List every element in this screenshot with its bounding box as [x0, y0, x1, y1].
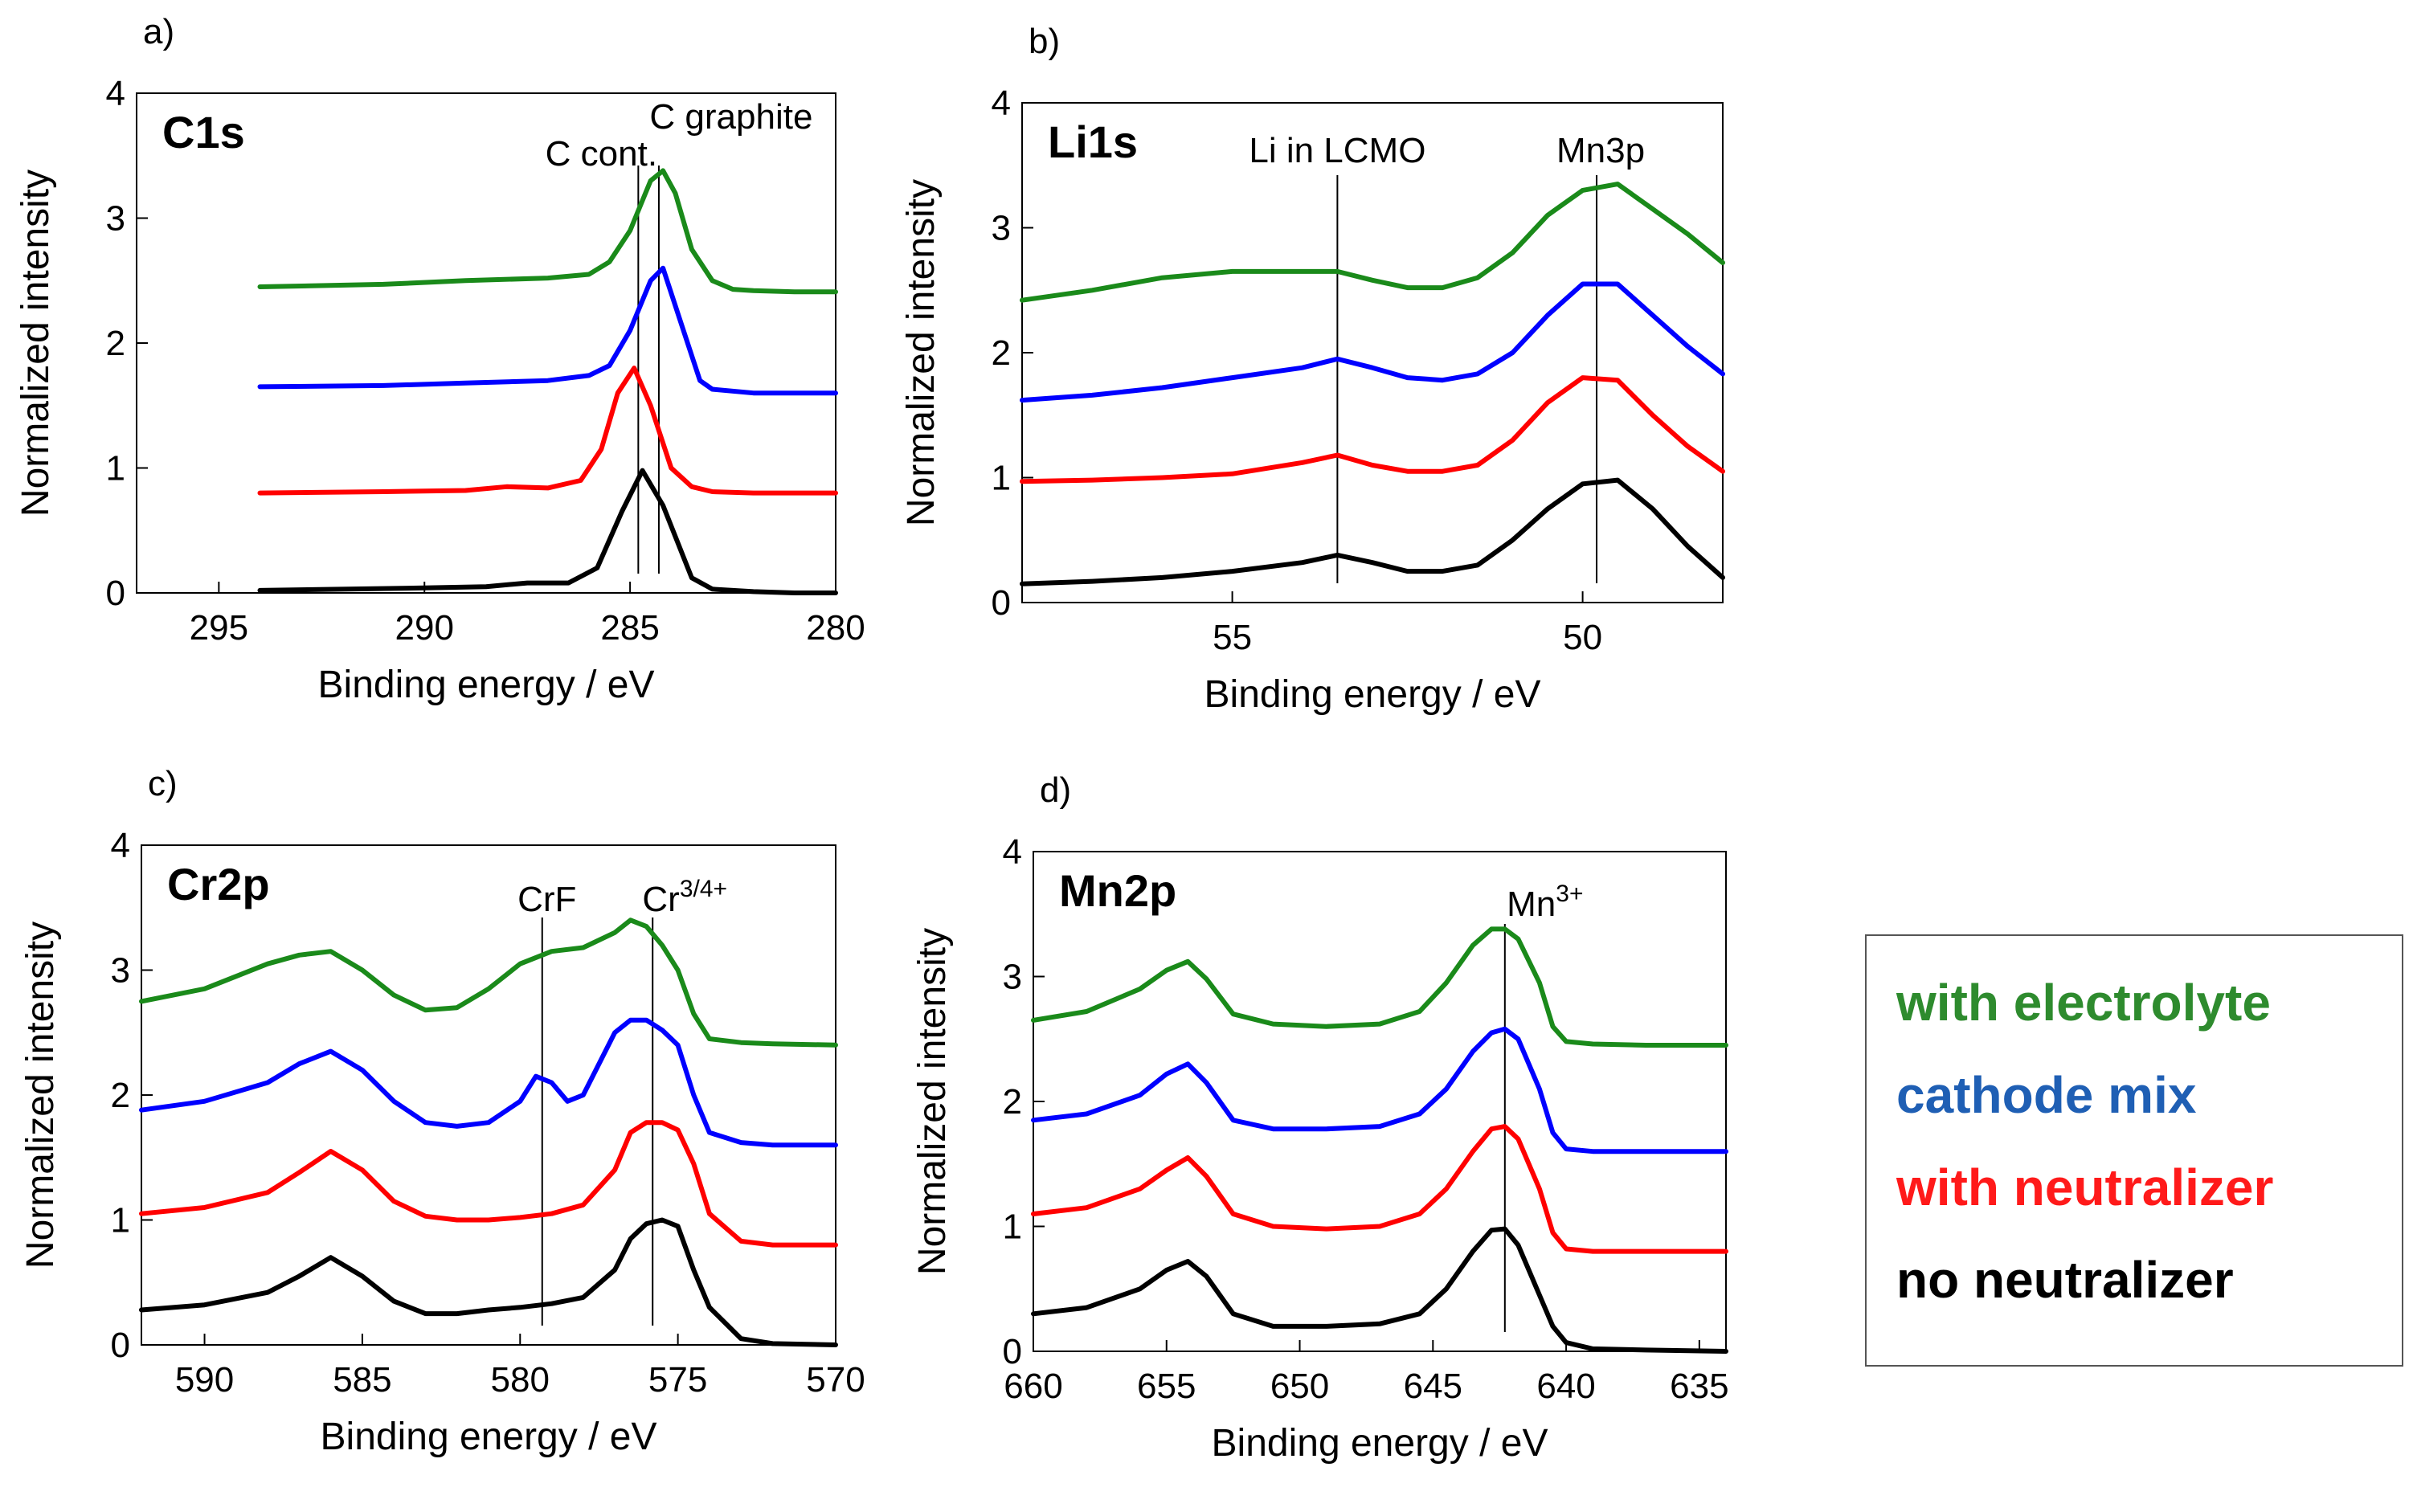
x-tick-label: 575 — [648, 1360, 707, 1400]
series-line-cathode-mix — [257, 265, 838, 396]
plot-frame — [136, 92, 836, 594]
series-line-cathode-mix — [139, 1017, 838, 1148]
x-tick-label: 580 — [491, 1360, 550, 1400]
x-tick-label: 285 — [600, 608, 659, 648]
y-tick-label: 1 — [1003, 1208, 1022, 1247]
y-tick-label: 4 — [106, 74, 125, 113]
y-tick-label: 1 — [111, 1201, 130, 1240]
series-line-no-neutralizer — [139, 1217, 838, 1347]
x-axis-label: Binding energy / eV — [1204, 673, 1541, 716]
panel-letter: b) — [1029, 22, 1060, 61]
series-line-with-neutralizer — [257, 366, 838, 496]
y-tick-label: 2 — [111, 1076, 130, 1115]
x-tick-label: 650 — [1270, 1367, 1329, 1406]
legend-item-cathode-mix: cathode mix — [1896, 1066, 2197, 1124]
y-tick-label: 3 — [992, 209, 1011, 248]
peak-label: Cr3/4+ — [642, 876, 727, 919]
y-tick-label: 2 — [1003, 1082, 1022, 1122]
series-line-with-neutralizer — [1031, 1124, 1728, 1254]
y-tick-label: 3 — [111, 951, 130, 991]
y-tick-label: 4 — [1003, 832, 1022, 872]
peak-label: C graphite — [649, 97, 812, 137]
panel-a: 0 1 2 3 4 295 290 285 280 Binding energy / eV Norm… — [14, 12, 865, 706]
plot-frame — [141, 844, 836, 1346]
series-line-no-neutralizer — [1031, 1226, 1728, 1354]
legend-box — [1865, 934, 2403, 1367]
y-tick-label: 0 — [106, 574, 125, 613]
series-line-with-electrolyte — [257, 168, 838, 295]
peak-label-superscript: 3+ — [1556, 881, 1583, 907]
y-axis-label: Normalized intensity — [14, 170, 57, 517]
element-label: Mn2p — [1059, 865, 1176, 916]
legend: with electrolyte cathode mix with neutra… — [1865, 934, 2403, 1367]
x-tick-label: 295 — [190, 608, 248, 648]
peak-label-superscript: 3/4+ — [680, 876, 727, 902]
x-tick-label: 290 — [395, 608, 454, 648]
panel-letter: d) — [1040, 770, 1071, 810]
peak-label: Mn3p — [1556, 131, 1645, 170]
peak-label: Mn3+ — [1507, 881, 1583, 924]
y-axis-label: Normalized intensity — [911, 928, 954, 1275]
series-line-with-electrolyte — [1020, 182, 1725, 303]
panel-letter: a) — [143, 12, 174, 51]
y-tick-label: 4 — [111, 826, 130, 865]
x-tick-label: 280 — [806, 608, 865, 648]
panel-d: 0 1 2 3 4 660 655 650 645 640 635 Binding energy / … — [911, 770, 1729, 1465]
y-tick-label: 1 — [992, 459, 1011, 498]
y-tick-label: 3 — [106, 199, 125, 239]
x-axis-label: Binding energy / eV — [321, 1416, 657, 1458]
element-label: Cr2p — [167, 859, 270, 909]
legend-item-with-neutralizer: with neutralizer — [1896, 1159, 2273, 1216]
series-line-with-neutralizer — [1020, 375, 1725, 484]
panel-letter: c) — [148, 764, 178, 803]
x-tick-label: 585 — [333, 1360, 391, 1400]
x-tick-label: 570 — [806, 1360, 865, 1400]
x-tick-label: 50 — [1563, 618, 1602, 657]
y-axis-label: Normalized intensity — [19, 922, 62, 1269]
x-tick-label: 645 — [1404, 1367, 1462, 1406]
series-line-no-neutralizer — [257, 468, 838, 595]
y-tick-label: 2 — [992, 333, 1011, 373]
plot-frame — [1033, 851, 1727, 1352]
y-tick-label: 0 — [1003, 1332, 1022, 1371]
x-tick-label: 55 — [1213, 618, 1252, 657]
y-axis-label: Normalized intensity — [900, 179, 943, 526]
element-label: Li1s — [1048, 116, 1138, 167]
legend-item-no-neutralizer: no neutralizer — [1896, 1251, 2234, 1309]
series-line-with-electrolyte — [139, 917, 838, 1048]
series-line-no-neutralizer — [1020, 477, 1725, 586]
y-tick-label: 3 — [1003, 958, 1022, 997]
y-tick-label: 4 — [992, 84, 1011, 123]
series-line-cathode-mix — [1020, 281, 1725, 403]
panel-c: 0 1 2 3 4 590 585 580 575 570 Binding energy / eV N… — [19, 764, 865, 1458]
peak-label: Li in LCMO — [1249, 131, 1425, 170]
panel-b: 0 1 2 3 4 55 50 Binding energy / eV Normalized i… — [900, 22, 1725, 716]
y-tick-label: 0 — [992, 583, 1011, 623]
peak-label: CrF — [517, 880, 576, 919]
legend-item-with-electrolyte: with electrolyte — [1896, 974, 2271, 1032]
series-line-with-neutralizer — [139, 1120, 838, 1248]
y-tick-label: 1 — [106, 449, 125, 488]
x-tick-label: 660 — [1004, 1367, 1062, 1406]
peak-label: C cont. — [546, 134, 657, 174]
y-tick-label: 2 — [106, 324, 125, 363]
x-tick-label: 640 — [1536, 1367, 1595, 1406]
element-label: C1s — [162, 107, 245, 157]
x-tick-label: 655 — [1137, 1367, 1196, 1406]
plot-frame — [1021, 102, 1724, 603]
x-tick-label: 635 — [1670, 1367, 1728, 1406]
y-tick-label: 0 — [111, 1326, 130, 1365]
x-tick-label: 590 — [175, 1360, 234, 1400]
series-line-with-electrolyte — [1031, 926, 1728, 1048]
x-axis-label: Binding energy / eV — [1212, 1422, 1548, 1465]
x-axis-label: Binding energy / eV — [318, 664, 655, 706]
series-line-cathode-mix — [1031, 1026, 1728, 1154]
